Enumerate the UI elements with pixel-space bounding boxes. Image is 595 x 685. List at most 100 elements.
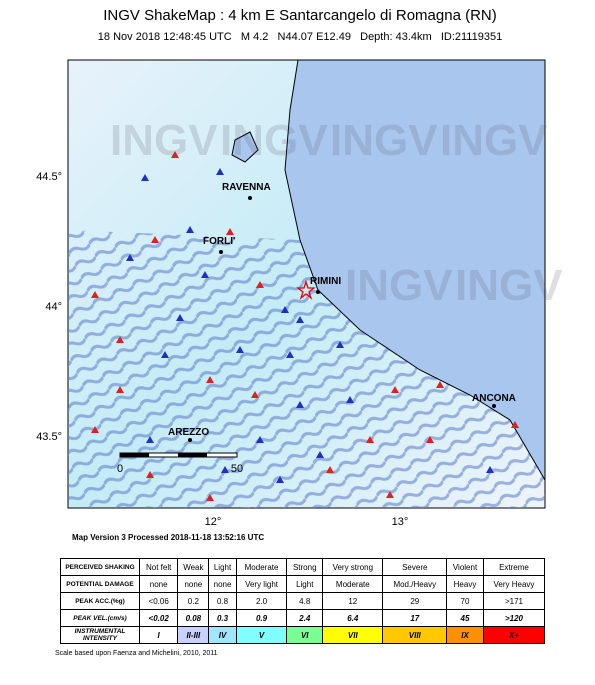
station [171, 151, 179, 158]
station [151, 236, 159, 243]
legend-cell: Moderate [235, 558, 288, 576]
station [116, 336, 124, 343]
watermark: INGV [220, 116, 328, 165]
legend-cell: Heavy [446, 575, 484, 593]
lagoon [231, 131, 259, 163]
station [256, 436, 264, 443]
legend-cell: 0.3 [208, 609, 237, 627]
station [511, 421, 519, 428]
legend-cell: Violent [446, 558, 484, 576]
legend-cell: X+ [482, 626, 546, 644]
legend-cell: Not felt [138, 558, 179, 576]
scale-label: 0 [117, 463, 123, 475]
city-label: FORLI' [203, 236, 235, 247]
legend-cell: Very light [235, 575, 288, 593]
legend-row: POTENTIAL DAMAGE none none none Very light Li… [60, 575, 546, 593]
station [386, 491, 394, 498]
legend-cell: none [177, 575, 210, 593]
legend-cell: none [138, 575, 179, 593]
station [226, 228, 234, 235]
legend-cell: 45 [446, 609, 484, 627]
station [126, 254, 134, 261]
legend-cell: Weak [177, 558, 210, 576]
watermark: INGV [440, 116, 548, 165]
station [161, 351, 169, 358]
subtitle: 18 Nov 2018 12:48:45 UTC M 4.2 N44.07 E1… [98, 31, 502, 43]
station [336, 341, 344, 348]
city-marker [188, 438, 192, 442]
station [91, 291, 99, 298]
watermark: INGV [345, 261, 453, 310]
city-label: AREZZO [168, 427, 209, 438]
lat-label: 44° [45, 301, 62, 313]
station [186, 226, 194, 233]
legend-cell: <0.02 [138, 609, 179, 627]
station [426, 436, 434, 443]
lat-label: 43.5° [36, 431, 62, 443]
legend-cell: 12 [322, 592, 384, 610]
station [346, 396, 354, 403]
station [141, 174, 149, 181]
legend-row-label: PERCEIVED SHAKING [60, 558, 140, 576]
station [316, 451, 324, 458]
legend-cell: Very strong [322, 558, 384, 576]
legend-cell: >171 [482, 592, 546, 610]
station [281, 306, 289, 313]
footnote: Scale based upon Faenza and Michelini, 2… [55, 650, 218, 657]
legend-cell: Mod./Heavy [382, 575, 448, 593]
legend-cell: Severe [382, 558, 448, 576]
station [216, 168, 224, 175]
legend-cell: 4.8 [286, 592, 324, 610]
legend-row-label: POTENTIAL DAMAGE [60, 575, 140, 593]
station [146, 471, 154, 478]
legend-cell: 17 [382, 609, 448, 627]
city-label: ANCONA [472, 393, 516, 404]
station [296, 401, 304, 408]
lat-label: 44.5° [36, 171, 62, 183]
station [256, 281, 264, 288]
legend-cell: 6.4 [322, 609, 384, 627]
sea [284, 59, 546, 482]
legend-cell: IX [446, 626, 484, 644]
legend-cell: 0.2 [177, 592, 210, 610]
legend-cell: <0.06 [138, 592, 179, 610]
lon-label: 12° [205, 516, 222, 528]
scale-label: 50 [231, 463, 243, 475]
legend-row: PEAK VEL.(cm/s) <0.02 0.08 0.3 0.9 2.4 6.4 17 45… [60, 609, 546, 627]
station [206, 376, 214, 383]
legend-cell: I [138, 626, 179, 644]
station [391, 386, 399, 393]
station [201, 271, 209, 278]
station [146, 436, 154, 443]
legend-cell: Very Heavy [482, 575, 546, 593]
legend-cell: VIII [382, 626, 448, 644]
legend-cell: 0.08 [177, 609, 210, 627]
title: INGV ShakeMap : 4 km E Santarcangelo di … [103, 7, 497, 24]
legend-cell: Light [208, 558, 237, 576]
lon-label: 13° [392, 516, 409, 528]
legend-cell: 0.9 [235, 609, 288, 627]
legend-cell: II-III [177, 626, 210, 644]
legend-cell: 2.0 [235, 592, 288, 610]
city-marker [248, 196, 252, 200]
legend-row-label: PEAK ACC.(%g) [60, 592, 140, 610]
watermark: INGV [455, 261, 563, 310]
epicenter [296, 279, 316, 300]
legend-row: PEAK ACC.(%g) <0.06 0.2 0.8 2.0 4.8 12 29 70 >171 [60, 592, 546, 610]
legend-cell: 0.8 [208, 592, 237, 610]
station [286, 351, 294, 358]
legend-cell: Strong [286, 558, 324, 576]
station [116, 386, 124, 393]
station [366, 436, 374, 443]
legend-cell: VI [286, 626, 324, 644]
legend-cell: none [208, 575, 237, 593]
legend-cell: Light [286, 575, 324, 593]
legend-row-label: INSTRUMENTAL INTENSITY [60, 626, 140, 644]
city-marker [492, 404, 496, 408]
station [276, 476, 284, 483]
legend-cell: V [235, 626, 288, 644]
legend-cell: VII [322, 626, 384, 644]
station [251, 391, 259, 398]
legend-row: PERCEIVED SHAKING Not felt Weak Light Modera… [60, 558, 546, 576]
station [206, 494, 214, 501]
